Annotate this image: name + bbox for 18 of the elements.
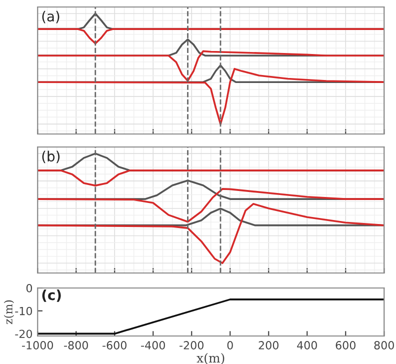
- annotation: (a): [42, 10, 60, 24]
- y-tick-label: -20: [15, 330, 32, 338]
- x-tick-label: -400: [141, 341, 165, 350]
- y-tick-label: 0: [26, 284, 32, 292]
- x-tick-label: 200: [258, 341, 278, 350]
- x-tick-label: -600: [102, 341, 126, 350]
- x-axis-title: x(m): [196, 353, 224, 364]
- x-tick-label: -800: [64, 341, 88, 350]
- x-tick-label: 400: [297, 341, 317, 350]
- x-tick-label: 600: [336, 341, 356, 350]
- y-axis-title: z(m): [4, 300, 14, 324]
- y-tick-label: -10: [15, 306, 32, 316]
- x-tick-label: 0: [227, 341, 233, 350]
- annotation: (c): [42, 289, 61, 302]
- x-tick-label: -200: [180, 341, 204, 350]
- annotation: (b): [42, 150, 60, 164]
- x-tick-label: 800: [374, 341, 394, 350]
- x-tick-label: -1000: [22, 341, 54, 350]
